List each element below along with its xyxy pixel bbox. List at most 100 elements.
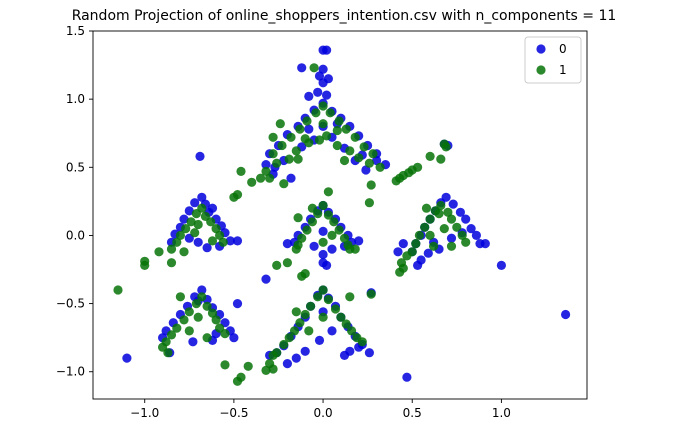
series-1-point xyxy=(436,154,446,164)
series-1-point xyxy=(261,166,271,176)
series-1-point xyxy=(229,192,239,202)
series-1-point xyxy=(339,233,350,243)
series-1-point xyxy=(425,214,435,224)
series-0-point xyxy=(197,285,207,295)
legend-marker-0 xyxy=(536,44,546,54)
series-1-point xyxy=(140,260,150,270)
series-1-point xyxy=(330,304,341,314)
series-1-point xyxy=(364,158,374,168)
series-1-point xyxy=(243,361,253,371)
series-1-point xyxy=(307,203,317,213)
series-1-point xyxy=(202,333,212,343)
series-1-point xyxy=(434,209,444,219)
series-1-point xyxy=(332,140,342,151)
x-tick-label: 1.0 xyxy=(492,406,511,420)
series-0-point xyxy=(179,214,189,224)
y-tick-label: 1.5 xyxy=(66,24,85,38)
series-0-point xyxy=(207,203,218,213)
series-1-point xyxy=(323,294,333,305)
series-0-point xyxy=(188,337,198,347)
series-0-point xyxy=(232,236,243,246)
series-0-point xyxy=(361,165,371,175)
x-tick-label: −1.0 xyxy=(130,406,159,420)
series-1-point xyxy=(366,289,376,299)
series-0-point xyxy=(297,63,307,73)
series-1-point xyxy=(272,260,282,270)
series-1-point xyxy=(336,312,346,322)
series-1-point xyxy=(425,230,435,240)
series-1-point xyxy=(345,292,355,302)
y-tick-label: −0.5 xyxy=(56,297,85,311)
x-tick-label: 0.5 xyxy=(403,406,422,420)
series-1-point xyxy=(166,258,177,268)
series-0-point xyxy=(314,335,325,345)
series-1-point xyxy=(411,239,421,249)
series-1-point xyxy=(414,230,424,240)
series-1-point xyxy=(291,244,301,254)
y-tick-label: 0.0 xyxy=(66,228,85,242)
series-1-point xyxy=(272,158,282,168)
series-1-point xyxy=(446,241,457,251)
x-tick-label: 0.0 xyxy=(314,406,333,420)
series-1-point xyxy=(295,318,305,328)
series-1-point xyxy=(425,151,435,161)
series-1-point xyxy=(215,230,225,240)
series-0-point xyxy=(202,243,212,253)
y-tick-label: −1.0 xyxy=(56,365,85,379)
series-1-point xyxy=(300,309,310,320)
series-1-point xyxy=(334,116,344,126)
series-1-point xyxy=(339,155,350,166)
series-1-point xyxy=(347,326,357,336)
legend-marker-1 xyxy=(536,65,546,75)
series-1-point xyxy=(366,180,376,190)
series-1-point xyxy=(341,124,351,134)
series-1-point xyxy=(461,237,471,247)
series-1-point xyxy=(395,267,405,277)
series-0-point xyxy=(225,236,235,246)
series-0-point xyxy=(402,372,412,382)
series-1-point xyxy=(307,217,317,227)
series-1-point xyxy=(306,301,316,311)
x-tick-label: −0.5 xyxy=(219,406,248,420)
series-0-point xyxy=(446,233,457,243)
series-1-point xyxy=(268,132,278,142)
series-1-point xyxy=(309,63,319,73)
series-1-point xyxy=(261,365,271,375)
series-1-point xyxy=(191,299,201,309)
series-0-point xyxy=(229,333,239,343)
series-1-point xyxy=(291,146,301,156)
series-1-point xyxy=(207,236,218,246)
series-1-point xyxy=(327,230,337,240)
series-1-point xyxy=(236,166,246,176)
series-1-point xyxy=(318,285,328,295)
chart-title: Random Projection of online_shoppers_int… xyxy=(72,8,617,24)
series-1-point xyxy=(429,241,439,251)
series-0-point xyxy=(322,45,332,55)
series-0-point xyxy=(309,241,319,251)
series-1-point xyxy=(334,225,344,235)
series-1-point xyxy=(357,337,367,347)
series-1-point xyxy=(190,228,200,238)
series-0-point xyxy=(300,346,310,356)
series-1-point xyxy=(163,348,173,358)
series-1-point xyxy=(289,326,300,336)
series-0-point xyxy=(398,239,408,249)
legend-label-0: 0 xyxy=(559,42,567,56)
series-1-point xyxy=(193,312,203,322)
series-0-point xyxy=(354,236,364,246)
series-0-point xyxy=(318,78,328,88)
series-0-point xyxy=(197,192,207,202)
series-1-point xyxy=(181,224,191,234)
series-1-point xyxy=(247,177,257,187)
series-0-point xyxy=(195,151,205,161)
series-0-point xyxy=(282,239,292,249)
series-0-point xyxy=(322,90,332,100)
series-1-point xyxy=(211,315,221,325)
series-1-point xyxy=(268,364,278,374)
series-1-point xyxy=(179,315,189,325)
series-1-point xyxy=(154,247,164,257)
series-1-point xyxy=(295,124,305,134)
y-tick-label: 1.0 xyxy=(66,92,85,106)
series-0-point xyxy=(282,359,292,369)
